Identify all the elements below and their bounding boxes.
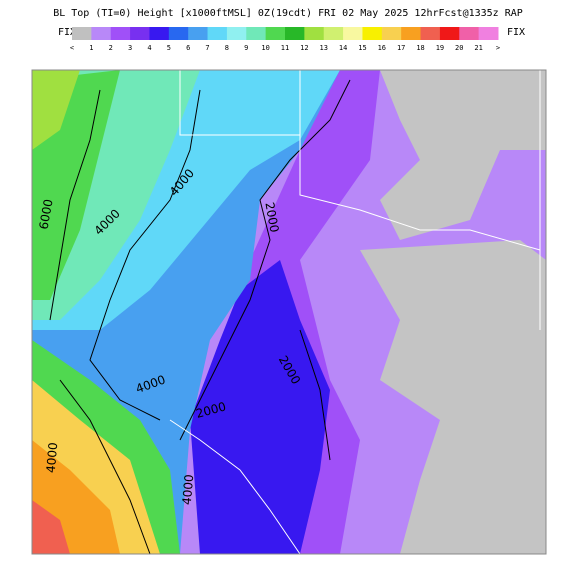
scale-label: 1 [89,44,93,52]
scale-label: 8 [225,44,229,52]
color-swatch [401,27,422,40]
color-swatch [91,27,112,40]
field [360,240,546,554]
color-swatch [323,27,344,40]
scale-label: 21 [474,44,482,52]
color-swatch [459,27,480,40]
color-scale: <1 2 3 4 5 6 7 8 9 10 11 12 13 14 15 16 17 18 19 20 21 > [70,27,500,52]
color-swatch [362,27,383,40]
field [380,70,546,240]
color-swatch [188,27,209,40]
scale-label: 19 [436,44,444,52]
contour-label: 6000 [37,198,56,231]
map-fields [32,70,546,554]
scale-label: 3 [128,44,132,52]
color-swatch [72,27,92,40]
fix-right: FIX [507,27,525,38]
color-swatch [381,27,402,40]
field [32,500,70,554]
scale-label: 7 [205,44,209,52]
scale-label: 5 [167,44,171,52]
scale-label: 10 [261,44,269,52]
scale-label: 4 [147,44,151,52]
color-swatch [420,27,441,40]
color-swatch [265,27,286,40]
color-swatch [168,27,189,40]
color-swatch [226,27,247,40]
scale-label: > [496,44,500,52]
field [32,70,80,150]
fix-left: FIX [58,27,76,38]
color-swatch [304,27,325,40]
scale-label: 18 [416,44,424,52]
scale-label: 6 [186,44,190,52]
color-swatch [343,27,363,40]
contour-label: 4000 [180,474,197,506]
scale-label: 11 [281,44,289,52]
color-swatch [478,27,499,40]
color-swatch [130,27,150,40]
color-swatch [246,27,267,40]
scale-label: 2 [109,44,113,52]
borders [169,70,541,554]
color-swatch [207,27,228,40]
contour-label: 4000 [44,442,61,474]
scale-label: 14 [339,44,347,52]
scale-label: 12 [300,44,308,52]
color-swatch [110,27,131,40]
map: 4000 6000 4000 2000 4000 2000 2000 4000 … [31,69,547,555]
title: BL Top (TI=0) Height [x1000ftMSL] 0Z(19c… [53,8,523,19]
scale-label: 17 [397,44,405,52]
contour-label: 2000 [262,201,281,234]
map-frame [31,69,547,555]
contours [49,79,351,554]
color-swatch [285,27,305,40]
scale-label: 20 [455,44,463,52]
scale-label: 16 [378,44,386,52]
scale-label: 13 [320,44,328,52]
scale-label: < [70,44,74,52]
color-swatch [439,27,460,40]
color-swatch [149,27,170,40]
scale-label: 15 [358,44,366,52]
field [190,260,330,554]
scale-label: 9 [244,44,248,52]
